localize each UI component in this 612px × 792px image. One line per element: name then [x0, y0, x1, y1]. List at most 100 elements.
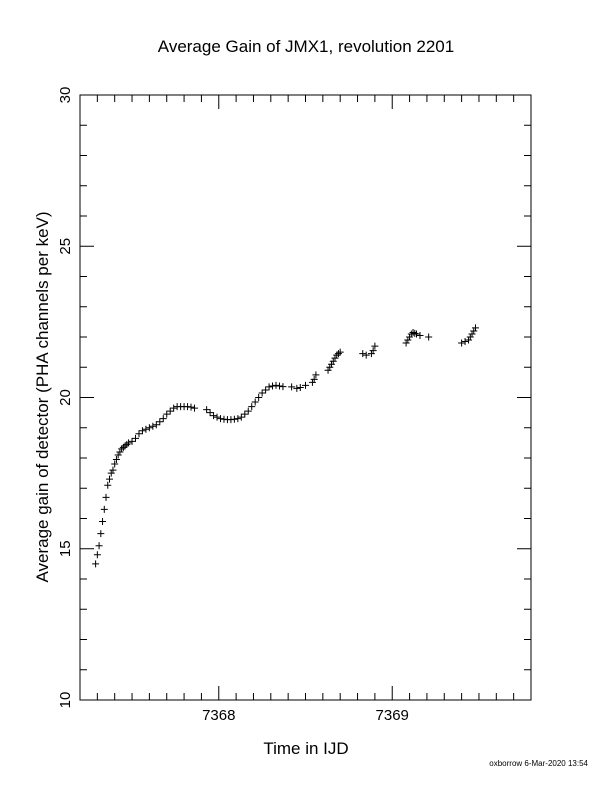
data-point	[369, 347, 377, 355]
data-point	[123, 440, 131, 448]
data-point	[100, 505, 108, 513]
data-point	[107, 469, 115, 477]
data-point	[367, 350, 375, 358]
data-point	[458, 339, 466, 347]
data-point	[468, 330, 476, 338]
data-point	[411, 329, 419, 337]
data-point	[326, 363, 334, 371]
data-point	[184, 403, 192, 411]
data-point	[331, 354, 339, 362]
data-point	[210, 412, 218, 420]
data-point	[336, 348, 344, 356]
x-axis: 7368 7369	[96, 95, 515, 724]
data-point	[237, 413, 245, 421]
chart-title: Average Gain of JMX1, revolution 2201	[158, 37, 454, 56]
data-point	[102, 493, 110, 501]
data-point	[116, 448, 124, 456]
data-point	[402, 339, 410, 347]
footer-stamp: oxborrow 6-Mar-2020 13:54	[489, 759, 588, 768]
data-point	[152, 421, 160, 429]
data-point	[308, 378, 316, 386]
data-point	[334, 350, 342, 358]
data-point	[406, 333, 414, 341]
data-point	[234, 415, 242, 423]
data-point	[269, 382, 277, 390]
data-point	[371, 342, 379, 350]
data-point	[362, 351, 370, 359]
data-point	[138, 427, 146, 435]
data-point	[413, 330, 421, 338]
data-point	[104, 481, 112, 489]
data-point	[465, 336, 473, 344]
data-point	[105, 475, 113, 483]
data-point	[109, 466, 117, 474]
data-point	[163, 410, 171, 418]
data-point	[461, 338, 469, 346]
data-point	[310, 375, 318, 383]
data-point	[118, 445, 126, 453]
data-point	[328, 360, 336, 368]
y-tick-label: 20	[57, 389, 74, 406]
data-point	[125, 439, 133, 447]
data-point	[471, 324, 479, 332]
data-point	[114, 451, 122, 459]
data-point	[142, 425, 150, 433]
data-point	[265, 383, 273, 391]
y-tick-label: 25	[57, 238, 74, 255]
data-point	[128, 437, 136, 445]
data-series	[92, 324, 479, 568]
y-tick-label: 10	[57, 692, 74, 709]
data-point	[251, 398, 259, 406]
data-point	[217, 415, 225, 423]
data-point	[275, 382, 283, 390]
data-point	[111, 460, 119, 468]
data-point	[329, 357, 337, 365]
data-point	[132, 434, 140, 442]
x-tick-label: 7368	[202, 707, 235, 724]
data-point	[333, 351, 341, 359]
data-point	[470, 327, 478, 335]
x-tick-label: 7369	[376, 707, 409, 724]
x-axis-label: Time in IJD	[263, 739, 348, 758]
data-point	[241, 410, 249, 418]
data-point	[203, 406, 211, 414]
data-point	[302, 381, 309, 389]
data-point	[99, 518, 107, 526]
data-point	[262, 386, 270, 394]
y-tick-label: 30	[57, 87, 74, 104]
y-tick-label: 15	[57, 540, 74, 557]
data-point	[145, 424, 153, 432]
data-point	[255, 394, 263, 401]
y-axis-label: Average gain of detector (PHA channels p…	[33, 211, 52, 582]
data-point	[416, 331, 424, 339]
data-point	[206, 409, 214, 417]
data-point	[258, 389, 266, 397]
data-point	[121, 442, 129, 450]
data-point	[95, 542, 103, 550]
data-point	[404, 336, 412, 344]
data-point	[92, 560, 100, 568]
data-point	[166, 407, 174, 415]
data-point	[159, 415, 167, 423]
data-point	[170, 404, 178, 412]
data-point	[288, 383, 296, 391]
data-point	[119, 443, 127, 451]
data-point	[293, 384, 301, 392]
data-point	[324, 366, 332, 374]
data-point	[409, 328, 417, 336]
data-point	[156, 418, 164, 426]
data-point	[149, 422, 157, 430]
data-point	[187, 403, 195, 411]
data-point	[272, 381, 280, 389]
data-point	[97, 530, 105, 538]
data-point	[93, 551, 101, 559]
data-point	[213, 413, 221, 421]
data-point	[230, 415, 238, 423]
y-axis: 10 15 20 25 30	[57, 87, 531, 709]
data-point	[112, 456, 120, 464]
data-point	[359, 350, 367, 358]
plot-frame	[79, 94, 532, 701]
data-point	[279, 383, 287, 391]
data-point	[244, 407, 252, 415]
